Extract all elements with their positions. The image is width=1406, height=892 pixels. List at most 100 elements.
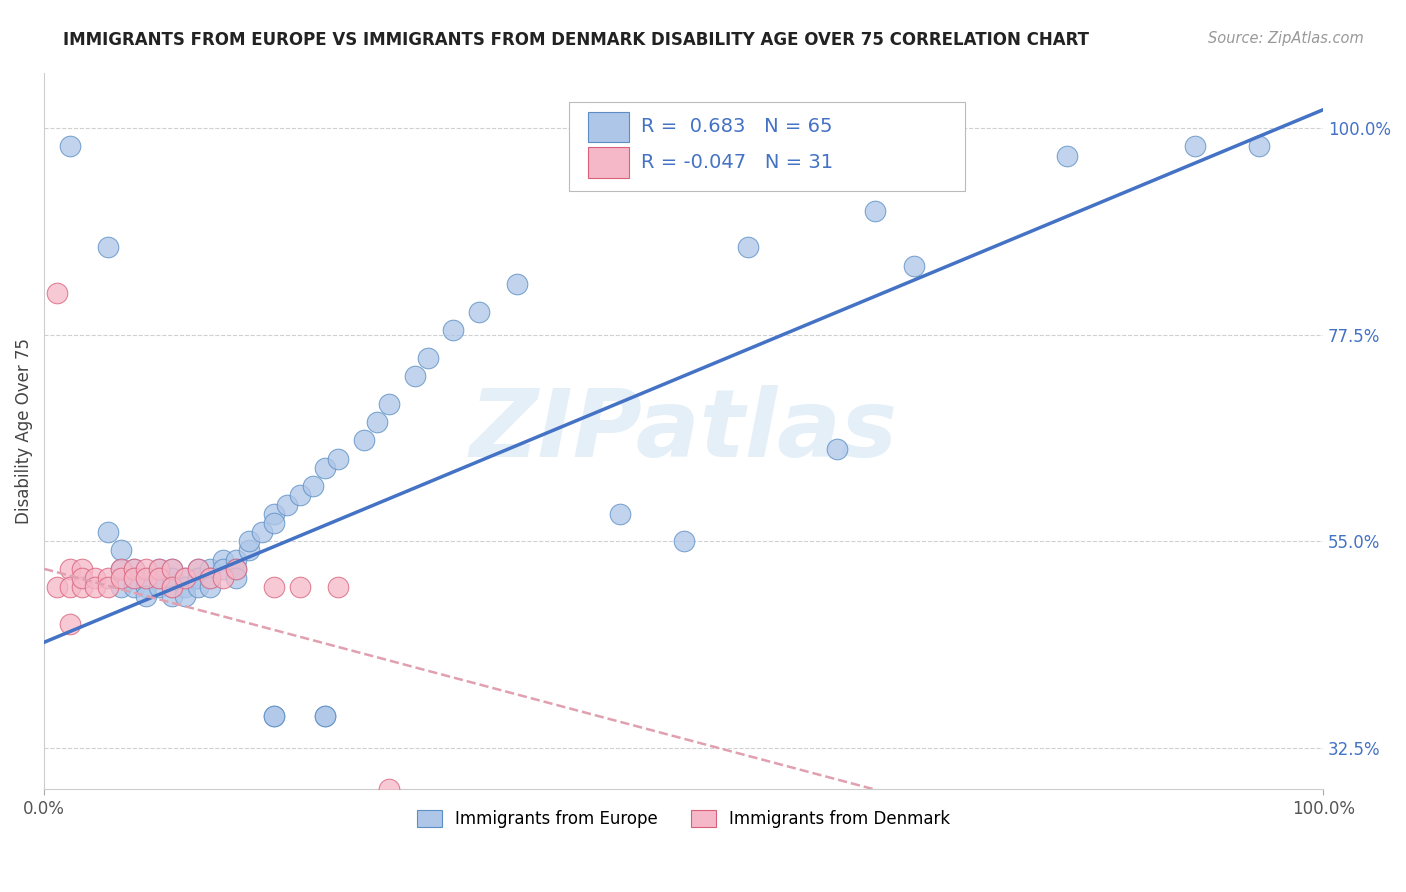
Text: ZIPatlas: ZIPatlas (470, 385, 897, 477)
Point (173, 590, 195, 604)
Point (212, 562, 235, 576)
Point (263, 708, 285, 723)
Point (84, 571, 107, 585)
Point (276, 498, 298, 512)
Point (160, 562, 183, 576)
Point (263, 516, 285, 530)
Point (122, 580, 145, 594)
Point (110, 562, 132, 576)
Point (110, 571, 132, 585)
Point (250, 525, 273, 540)
Point (315, 460, 337, 475)
Point (187, 571, 209, 585)
Point (404, 369, 426, 384)
Point (353, 434, 375, 448)
Point (672, 534, 695, 549)
Point (173, 571, 195, 585)
Point (315, 708, 337, 723)
Point (148, 562, 170, 576)
Point (1249, 139, 1271, 153)
Point (187, 562, 209, 576)
Point (135, 562, 157, 576)
Point (45, 286, 67, 301)
Point (148, 571, 170, 585)
Text: IMMIGRANTS FROM EUROPE VS IMMIGRANTS FROM DENMARK DISABILITY AGE OVER 75 CORRELA: IMMIGRANTS FROM EUROPE VS IMMIGRANTS FRO… (63, 31, 1090, 49)
Point (173, 571, 195, 585)
FancyBboxPatch shape (588, 112, 628, 142)
Point (72, 580, 94, 594)
Point (122, 562, 145, 576)
Point (110, 562, 132, 576)
Point (506, 277, 529, 292)
Point (263, 580, 285, 594)
Point (200, 571, 222, 585)
Point (441, 323, 464, 337)
Legend: Immigrants from Europe, Immigrants from Denmark: Immigrants from Europe, Immigrants from … (411, 803, 957, 835)
Point (148, 571, 170, 585)
Text: Source: ZipAtlas.com: Source: ZipAtlas.com (1208, 31, 1364, 46)
Point (59, 562, 82, 576)
Point (288, 580, 311, 594)
Point (865, 203, 887, 218)
Point (187, 580, 209, 594)
Point (135, 580, 157, 594)
Point (110, 543, 132, 558)
Point (160, 580, 183, 594)
Point (59, 616, 82, 631)
Point (263, 708, 285, 723)
Point (110, 580, 132, 594)
Point (468, 304, 491, 318)
Point (160, 590, 183, 604)
Point (263, 507, 285, 521)
Point (148, 562, 170, 576)
Point (212, 552, 235, 566)
Text: R =  0.683   N = 65: R = 0.683 N = 65 (641, 117, 832, 136)
Point (225, 562, 247, 576)
Point (416, 351, 439, 365)
Point (225, 562, 247, 576)
Point (903, 259, 925, 273)
Point (187, 571, 209, 585)
Point (315, 708, 337, 723)
Point (97, 571, 120, 585)
Point (225, 552, 247, 566)
Point (148, 580, 170, 594)
Point (366, 415, 388, 429)
Point (97, 580, 120, 594)
Point (238, 543, 260, 558)
Y-axis label: Disability Age Over 75: Disability Age Over 75 (15, 338, 32, 524)
Point (200, 562, 222, 576)
Point (1184, 139, 1206, 153)
Point (737, 240, 759, 254)
Point (160, 580, 183, 594)
Text: R = -0.047   N = 31: R = -0.047 N = 31 (641, 153, 834, 172)
Point (378, 782, 401, 797)
Point (609, 507, 631, 521)
Point (135, 590, 157, 604)
Point (59, 580, 82, 594)
Point (45, 580, 67, 594)
Point (1056, 148, 1078, 162)
Point (288, 488, 311, 502)
FancyBboxPatch shape (588, 147, 628, 178)
Point (72, 562, 94, 576)
Point (97, 240, 120, 254)
Point (135, 571, 157, 585)
FancyBboxPatch shape (568, 102, 965, 191)
Point (187, 562, 209, 576)
Point (160, 562, 183, 576)
Point (97, 525, 120, 540)
Point (238, 534, 260, 549)
Point (301, 479, 323, 493)
Point (59, 139, 82, 153)
Point (122, 571, 145, 585)
Point (84, 580, 107, 594)
Point (212, 571, 235, 585)
Point (135, 571, 157, 585)
Point (122, 562, 145, 576)
Point (72, 571, 94, 585)
Point (328, 580, 350, 594)
Point (173, 580, 195, 594)
Point (825, 442, 848, 457)
Point (160, 571, 183, 585)
